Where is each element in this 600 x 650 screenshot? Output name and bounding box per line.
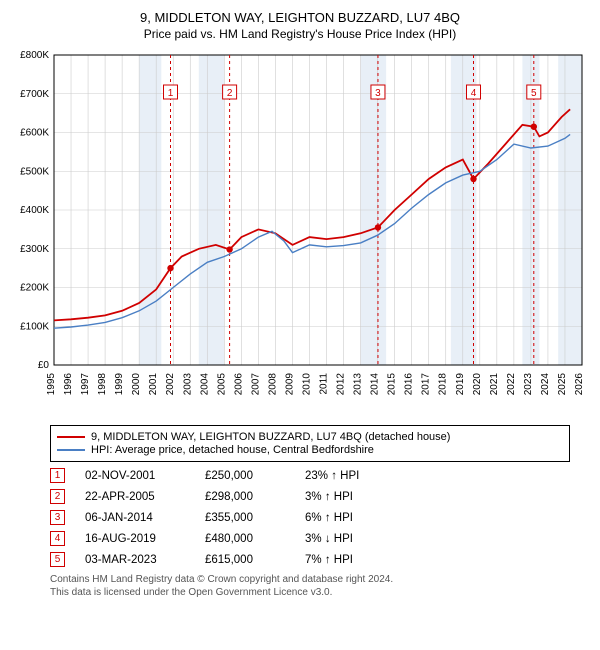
transactions-table: 1 02-NOV-2001 £250,000 23% ↑ HPI 2 22-APR-200… [50,468,570,567]
svg-text:2000: 2000 [131,373,142,396]
svg-text:2014: 2014 [370,373,381,396]
svg-text:2007: 2007 [250,373,261,396]
svg-text:£300K: £300K [20,244,49,255]
transaction-price: £298,000 [205,491,285,503]
svg-text:2008: 2008 [267,373,278,396]
transaction-row: 3 06-JAN-2014 £355,000 6% ↑ HPI [50,510,570,525]
svg-text:2021: 2021 [489,373,500,396]
svg-text:2025: 2025 [557,373,568,396]
svg-text:2005: 2005 [216,373,227,396]
svg-text:5: 5 [531,88,537,99]
transaction-pct: 23% ↑ HPI [305,470,395,482]
chart-title: 9, MIDDLETON WAY, LEIGHTON BUZZARD, LU7 … [10,10,590,25]
svg-text:2023: 2023 [523,373,534,396]
transaction-row: 2 22-APR-2005 £298,000 3% ↑ HPI [50,489,570,504]
svg-text:2015: 2015 [387,373,398,396]
transaction-date: 06-JAN-2014 [85,512,185,524]
chart-plot-area: £0 £100K £200K £300K £400K £500K £600K £700K £80… [10,49,590,419]
chart-container: 9, MIDDLETON WAY, LEIGHTON BUZZARD, LU7 … [0,0,600,609]
legend-label: HPI: Average price, detached house, Cent… [91,444,374,456]
svg-text:£800K: £800K [20,50,49,61]
transaction-marker: 4 [50,531,65,546]
svg-text:1995: 1995 [46,373,57,396]
svg-text:2022: 2022 [506,373,517,396]
attribution-line2: This data is licensed under the Open Gov… [50,586,570,599]
transaction-price: £355,000 [205,512,285,524]
chart-svg: £0 £100K £200K £300K £400K £500K £600K £700K £80… [10,49,590,419]
legend-item: HPI: Average price, detached house, Cent… [57,444,563,456]
svg-text:2010: 2010 [301,373,312,396]
svg-text:2: 2 [227,88,233,99]
svg-text:4: 4 [471,88,477,99]
svg-text:1996: 1996 [63,373,74,396]
svg-text:2018: 2018 [438,373,449,396]
transaction-row: 4 16-AUG-2019 £480,000 3% ↓ HPI [50,531,570,546]
svg-text:2019: 2019 [455,373,466,396]
transaction-row: 1 02-NOV-2001 £250,000 23% ↑ HPI [50,468,570,483]
svg-text:£600K: £600K [20,128,49,139]
transaction-date: 22-APR-2005 [85,491,185,503]
svg-text:2024: 2024 [540,373,551,396]
svg-text:2011: 2011 [319,373,330,395]
transaction-pct: 3% ↑ HPI [305,491,395,503]
svg-text:2026: 2026 [574,373,585,396]
svg-text:2009: 2009 [284,373,295,396]
transaction-price: £615,000 [205,554,285,566]
svg-text:£100K: £100K [20,321,49,332]
svg-text:2012: 2012 [336,373,347,396]
svg-text:£0: £0 [38,360,50,371]
transaction-marker: 1 [50,468,65,483]
svg-text:2020: 2020 [472,373,483,396]
legend: 9, MIDDLETON WAY, LEIGHTON BUZZARD, LU7 … [50,425,570,462]
svg-text:2006: 2006 [233,373,244,396]
svg-text:1: 1 [168,88,174,99]
legend-swatch [57,436,85,438]
transaction-marker: 3 [50,510,65,525]
legend-label: 9, MIDDLETON WAY, LEIGHTON BUZZARD, LU7 … [91,431,450,443]
svg-text:£400K: £400K [20,205,49,216]
svg-text:2017: 2017 [421,373,432,396]
svg-text:£700K: £700K [20,89,49,100]
svg-text:1999: 1999 [114,373,125,396]
transaction-date: 02-NOV-2001 [85,470,185,482]
transaction-price: £480,000 [205,533,285,545]
transaction-date: 03-MAR-2023 [85,554,185,566]
transaction-date: 16-AUG-2019 [85,533,185,545]
svg-text:2003: 2003 [182,373,193,396]
transaction-pct: 6% ↑ HPI [305,512,395,524]
transaction-pct: 7% ↑ HPI [305,554,395,566]
svg-text:2013: 2013 [353,373,364,396]
svg-text:2016: 2016 [404,373,415,396]
svg-text:£200K: £200K [20,283,49,294]
transaction-marker: 5 [50,552,65,567]
legend-swatch [57,449,85,451]
transaction-row: 5 03-MAR-2023 £615,000 7% ↑ HPI [50,552,570,567]
svg-text:2001: 2001 [148,373,159,396]
transaction-marker: 2 [50,489,65,504]
attribution-line1: Contains HM Land Registry data © Crown c… [50,573,570,586]
svg-text:2004: 2004 [199,373,210,396]
transaction-price: £250,000 [205,470,285,482]
chart-subtitle: Price paid vs. HM Land Registry's House … [10,27,590,41]
svg-text:£500K: £500K [20,166,49,177]
transaction-pct: 3% ↓ HPI [305,533,395,545]
attribution: Contains HM Land Registry data © Crown c… [50,573,570,599]
svg-text:1998: 1998 [97,373,108,396]
svg-text:3: 3 [375,88,381,99]
svg-text:1997: 1997 [80,373,91,396]
svg-text:2002: 2002 [165,373,176,396]
legend-item: 9, MIDDLETON WAY, LEIGHTON BUZZARD, LU7 … [57,431,563,443]
